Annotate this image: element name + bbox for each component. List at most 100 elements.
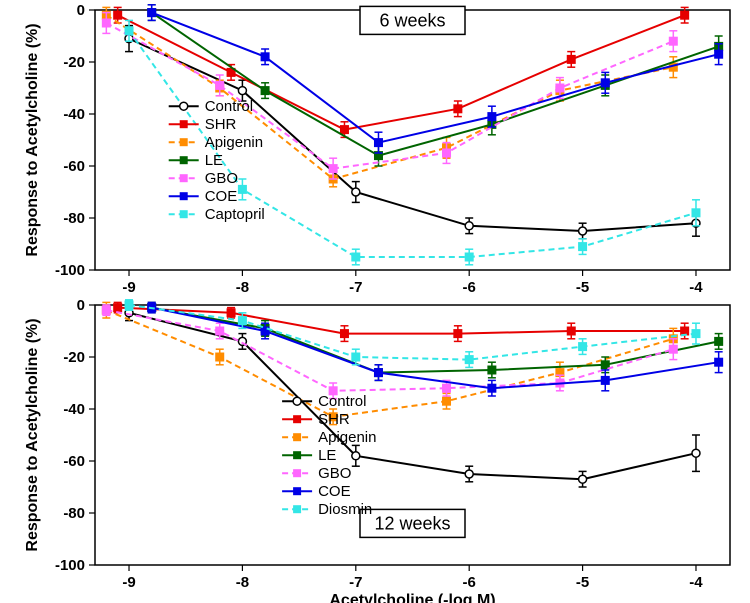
marker [102,19,110,27]
x-tick-label: -5 [576,279,589,296]
legend-label: SHR [205,116,237,133]
legend-marker [180,174,188,182]
x-tick-label: -9 [122,279,135,296]
x-tick-label: -8 [236,574,249,591]
marker [681,11,689,19]
x-tick-label: -4 [689,279,703,296]
x-tick-label: -4 [689,574,703,591]
marker [715,50,723,58]
legend-marker [180,138,188,146]
marker [715,358,723,366]
series-line-gbo [106,23,673,169]
panel-6-weeks: -100-80-60-40-200-9-8-7-6-5-4Response to… [24,2,730,296]
marker [465,253,473,261]
marker [567,55,575,63]
marker [681,327,689,335]
marker [114,304,122,312]
marker [579,227,587,235]
marker [465,356,473,364]
series-line-gbo [106,310,673,391]
marker [579,343,587,351]
marker [715,337,723,345]
marker [352,253,360,261]
legend-marker [180,210,188,218]
marker [227,309,235,317]
marker [601,79,609,87]
series-line-shr [118,308,685,334]
x-tick-label: -7 [349,279,362,296]
legend-label: Captopril [205,206,265,223]
legend-label: Apigenin [318,429,376,446]
marker [488,366,496,374]
legend-label: SHR [318,411,350,428]
marker [465,222,473,230]
marker [352,353,360,361]
panel-title: 6 weeks [379,10,445,30]
marker [669,37,677,45]
legend-marker [180,102,188,110]
legend-marker [293,397,301,405]
y-tick-label: -100 [55,262,85,279]
plot-frame [95,10,730,270]
marker [374,369,382,377]
marker [692,330,700,338]
x-tick-label: -8 [236,279,249,296]
legend-label: Diosmin [318,501,372,518]
y-tick-label: -100 [55,557,85,574]
marker [669,345,677,353]
marker [340,330,348,338]
marker [216,81,224,89]
legend-label: Apigenin [205,134,263,151]
marker [340,126,348,134]
marker [465,470,473,478]
marker [601,376,609,384]
legend-marker [293,505,301,513]
y-axis-label: Response to Acetylcholine (%) [24,318,41,551]
legend-label: Control [205,98,253,115]
x-tick-label: -9 [122,574,135,591]
x-axis-label: Acetylcholine (-log M) [329,592,495,603]
legend-marker [293,433,301,441]
marker [454,330,462,338]
marker [352,188,360,196]
y-tick-label: -80 [63,505,85,522]
marker [454,105,462,113]
marker [114,11,122,19]
marker [443,149,451,157]
y-tick-label: -20 [63,349,85,366]
legend-marker [293,487,301,495]
y-tick-label: 0 [77,297,85,314]
legend-label: GBO [318,465,351,482]
marker [488,113,496,121]
marker [261,53,269,61]
legend-marker [293,415,301,423]
marker [125,27,133,35]
legend-label: Control [318,393,366,410]
series-line-diosmin [129,305,696,360]
marker [148,9,156,17]
legend-marker [293,451,301,459]
legend-marker [180,156,188,164]
marker [238,185,246,193]
panel-title: 12 weeks [374,513,450,533]
marker [443,397,451,405]
y-tick-label: -40 [63,401,85,418]
y-tick-label: 0 [77,2,85,19]
marker [216,327,224,335]
marker [579,243,587,251]
series-line-control [129,313,696,479]
y-tick-label: -60 [63,158,85,175]
series-line-coe [152,308,719,389]
x-tick-label: -6 [463,279,476,296]
marker [102,306,110,314]
y-axis-label: Response to Acetylcholine (%) [24,23,41,256]
marker [374,139,382,147]
marker [443,384,451,392]
marker [216,353,224,361]
x-tick-label: -7 [349,574,362,591]
panel-12-weeks: -100-80-60-40-200-9-8-7-6-5-4Response to… [24,297,730,591]
marker [329,165,337,173]
marker [238,87,246,95]
series-line-apigenin [106,310,673,417]
marker [261,87,269,95]
